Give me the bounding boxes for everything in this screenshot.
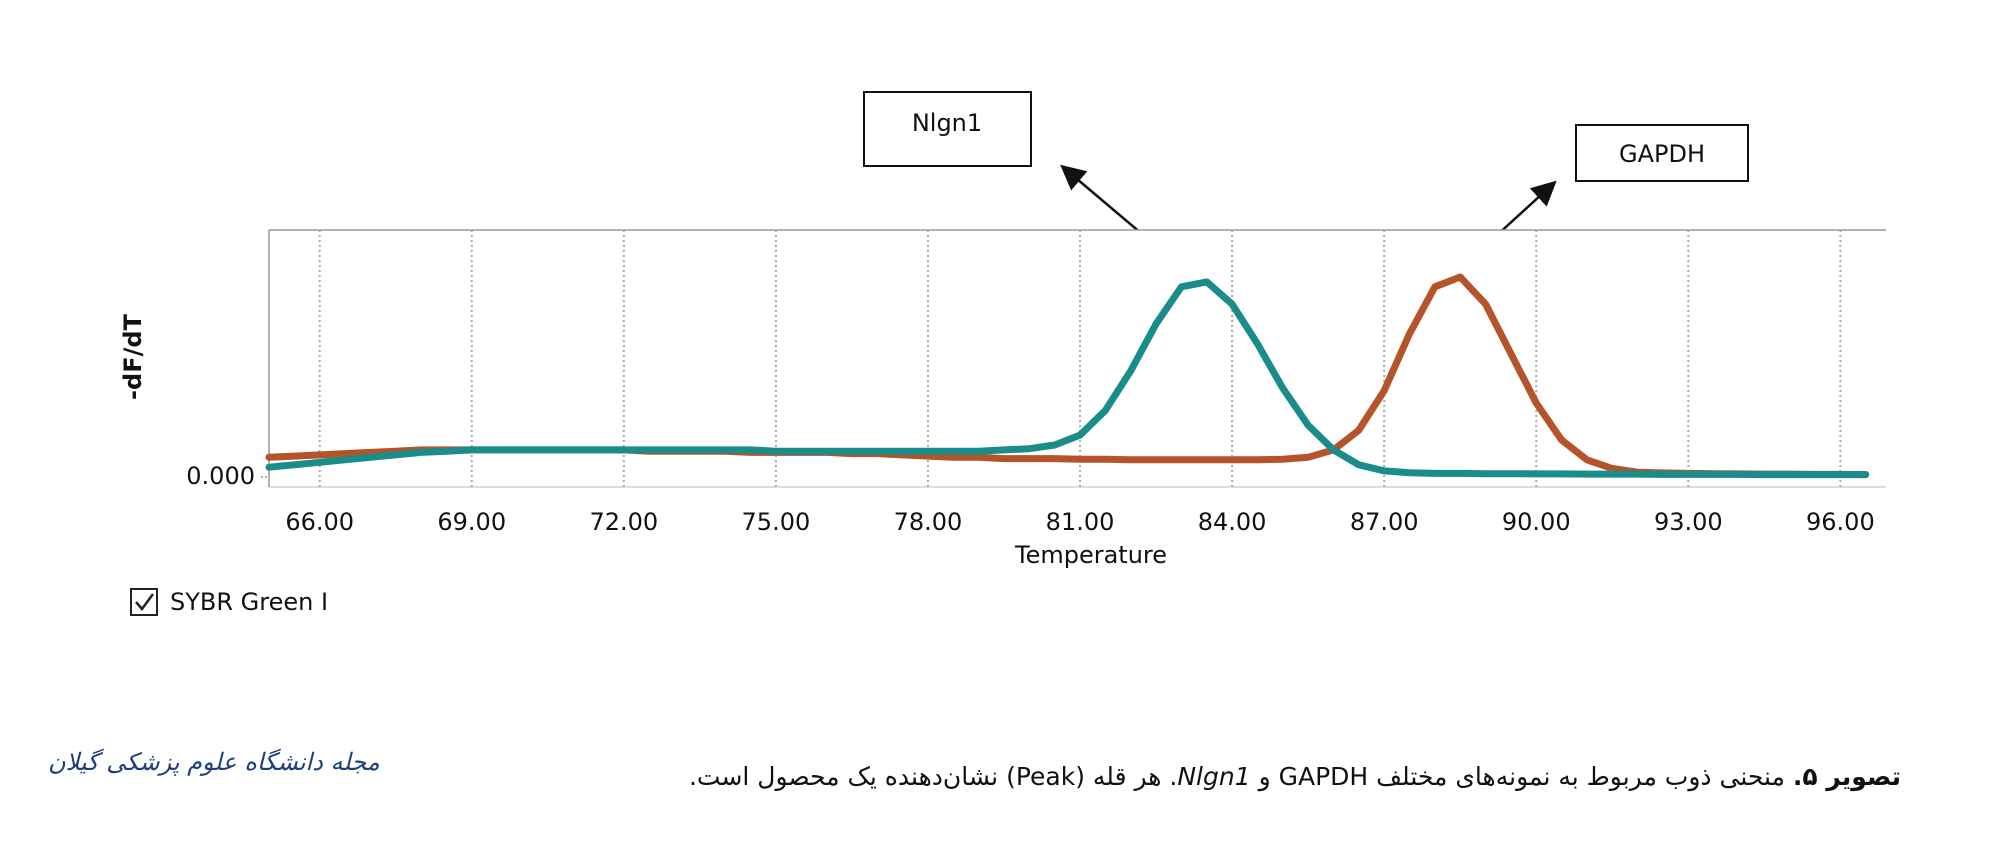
x-axis-label: Temperature bbox=[1014, 541, 1167, 569]
x-tick-label: 75.00 bbox=[742, 508, 811, 536]
caption: تصویر ۵. منحنی ذوب مربوط به نمونه‌های مخ… bbox=[689, 762, 1901, 791]
annotation-box bbox=[1575, 124, 1749, 182]
annotation: Nlgn1 bbox=[912, 109, 982, 137]
x-tick-label: 84.00 bbox=[1198, 508, 1267, 536]
annotation-box bbox=[863, 91, 1032, 167]
caption-label: تصویر ۵. bbox=[1792, 762, 1901, 791]
x-tick-label: 87.00 bbox=[1350, 508, 1419, 536]
plot-area bbox=[269, 230, 1886, 487]
x-tick-label: 96.00 bbox=[1806, 508, 1875, 536]
x-tick-label: 69.00 bbox=[437, 508, 506, 536]
legend-checkbox[interactable] bbox=[130, 588, 158, 616]
logo: مجله دانشگاه علوم پزشکی گیلان bbox=[48, 748, 380, 776]
x-tick-label: 90.00 bbox=[1502, 508, 1571, 536]
chart: -dF/dT Temperature Nlgn1 GAPDH SYBR Gree… bbox=[119, 91, 1886, 616]
caption-text: . هر قله (Peak) نشان‌دهنده یک محصول است. bbox=[688, 762, 1178, 791]
annotation: GAPDH bbox=[1619, 140, 1705, 168]
x-tick-label: 93.00 bbox=[1654, 508, 1723, 536]
checkmark bbox=[135, 593, 155, 612]
y-tick-label: 0.000 bbox=[186, 462, 255, 490]
x-tick-label: 72.00 bbox=[589, 508, 658, 536]
x-tick-label: 81.00 bbox=[1046, 508, 1115, 536]
series-line bbox=[265, 278, 1870, 479]
y-axis-label: -dF/dT bbox=[119, 313, 147, 399]
caption-gene: Nlgn1 bbox=[1177, 762, 1251, 791]
caption-text: منحنی ذوب مربوط به نمونه‌های مختلف GAPDH… bbox=[1258, 762, 1785, 791]
x-tick-label: 78.00 bbox=[894, 508, 963, 536]
x-tick-label: 66.00 bbox=[285, 508, 354, 536]
legend-label: SYBR Green I bbox=[170, 588, 328, 616]
